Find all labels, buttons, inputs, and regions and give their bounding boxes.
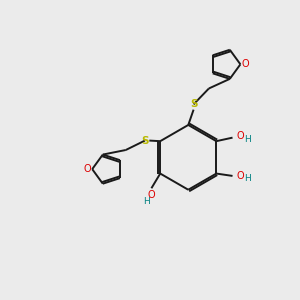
Text: O: O bbox=[83, 164, 91, 173]
Text: H: H bbox=[244, 135, 250, 144]
Text: O: O bbox=[237, 131, 244, 141]
Text: H: H bbox=[144, 197, 150, 206]
Text: S: S bbox=[141, 136, 149, 146]
Text: O: O bbox=[242, 59, 250, 69]
Text: O: O bbox=[148, 190, 155, 200]
Text: S: S bbox=[190, 99, 198, 110]
Text: O: O bbox=[237, 171, 244, 181]
Text: H: H bbox=[244, 174, 250, 183]
